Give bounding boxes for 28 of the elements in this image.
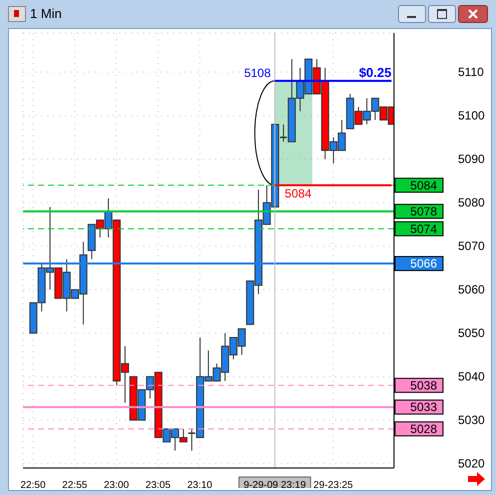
y-tick-label: 5110 [458,65,484,80]
annotation: 5108 [244,66,272,80]
annotation: 5084 [284,186,312,200]
x-tick-label: 23:00 [104,480,130,491]
y-tick-label: 5060 [458,282,486,297]
y-tick-label: 5090 [458,152,486,166]
x-tick-label: 22:55 [62,480,88,491]
x-tick-label: 23:10 [187,480,213,491]
x-tick-label: 9-29-09 23:19 [244,480,306,491]
y-tick-label: 5100 [458,108,486,123]
x-tick-label: 22:50 [20,480,46,491]
ref-line-label: 5074 [410,222,438,236]
chart-title: 1 Min [30,6,62,21]
ref-line-label: 5078 [410,204,438,218]
annotation: $0.25 [358,64,392,80]
ref-line-label: 5084 [410,178,438,192]
x-tick-label: 29-23:25 [313,480,354,491]
y-tick-label: 5080 [458,196,486,210]
y-tick-label: 5070 [458,239,486,254]
y-tick-label: 5020 [458,456,486,471]
x-tick-label: 23:05 [146,480,172,491]
y-tick-label: 5040 [458,370,486,384]
ref-line-label: 5033 [410,400,438,414]
ref-line-label: 5038 [410,378,438,392]
y-tick-label: 5030 [458,413,486,428]
y-tick-label: 5050 [458,326,486,340]
ref-line-label: 5066 [410,256,438,271]
ref-line-label: 5028 [410,422,438,436]
